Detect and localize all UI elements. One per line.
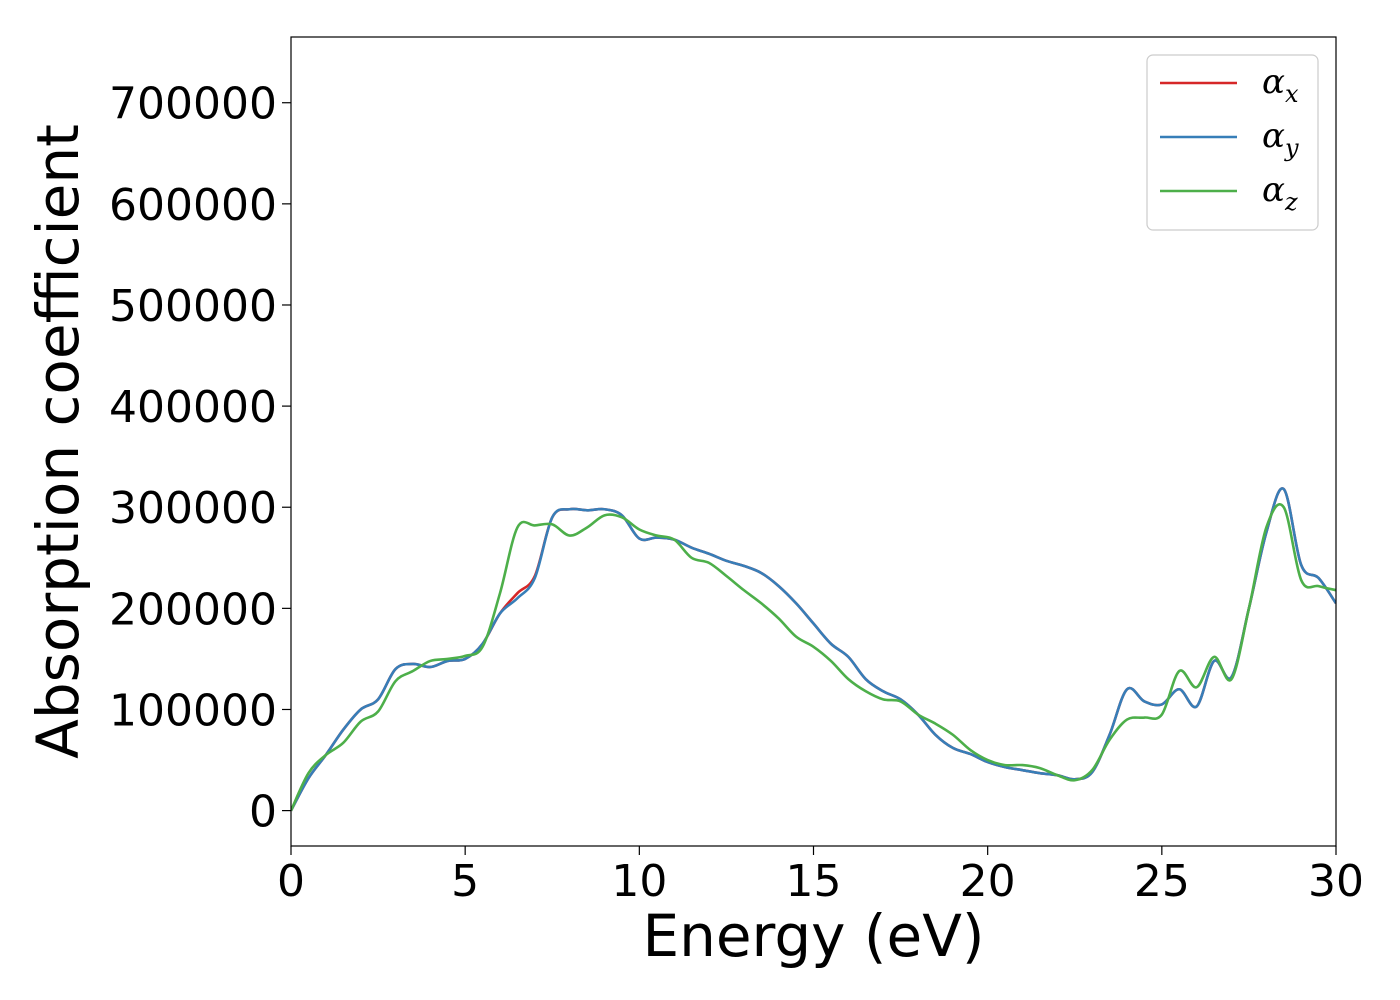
x-tick-label: 30 — [1308, 856, 1364, 907]
y-tick-label: 100000 — [109, 685, 277, 736]
y-tick-label: 600000 — [109, 180, 277, 231]
y-axis-label: Absorption coefficient — [24, 124, 92, 759]
x-tick-label: 5 — [451, 856, 479, 907]
x-tick-label: 15 — [786, 856, 842, 907]
y-tick-label: 400000 — [109, 382, 277, 433]
x-tick-label: 10 — [611, 856, 667, 907]
series-line-z — [291, 503, 1336, 812]
x-axis-label: Energy (eV) — [642, 902, 984, 970]
x-tick-label: 25 — [1134, 856, 1190, 907]
y-tick-label: 500000 — [109, 281, 277, 332]
legend-box — [1146, 54, 1319, 231]
x-tick-label: 20 — [960, 856, 1016, 907]
y-tick-label: 200000 — [109, 584, 277, 635]
series-line-y — [291, 487, 1336, 812]
y-tick-label: 700000 — [109, 79, 277, 130]
y-tick-label: 0 — [249, 787, 277, 838]
y-axis: 0 100000 200000 300000 400000 500000 600000 700… — [109, 79, 291, 838]
plot-area — [291, 487, 1336, 812]
x-axis: 0 5 10 15 20 25 30 — [277, 846, 1364, 907]
x-tick-label: 0 — [277, 856, 305, 907]
y-tick-label: 300000 — [109, 483, 277, 534]
